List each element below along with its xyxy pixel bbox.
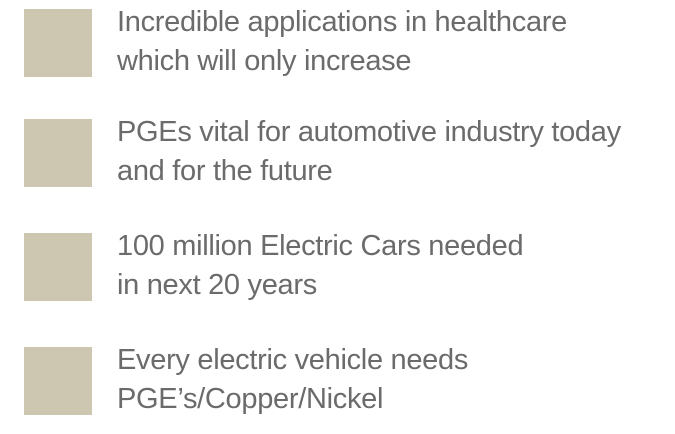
text-line: Every electric vehicle needs bbox=[117, 344, 469, 376]
text-line: PGE’s/Copper/Nickel bbox=[117, 383, 384, 415]
bullet-text: Every electric vehicle needs PGE’s/Copper… bbox=[117, 341, 468, 419]
bullet-text: 100 million Electric Cars needed in next … bbox=[117, 227, 524, 305]
bullet-item: PGEs vital for automotive industry today… bbox=[0, 113, 675, 213]
bullet-text: PGEs vital for automotive industry today… bbox=[117, 113, 621, 191]
text-line: 100 million Electric Cars needed bbox=[117, 230, 524, 262]
bullet-item: Every electric vehicle needs PGE’s/Copper… bbox=[0, 341, 675, 434]
bullet-square bbox=[24, 233, 92, 301]
bullet-square bbox=[24, 9, 92, 77]
bullet-square bbox=[24, 347, 92, 415]
bullet-item: Incredible applications in healthcare whi… bbox=[0, 3, 675, 103]
text-line: and for the future bbox=[117, 155, 333, 187]
bullet-text: Incredible applications in healthcare whi… bbox=[117, 3, 567, 81]
text-line: PGEs vital for automotive industry today bbox=[117, 116, 621, 148]
text-line: which will only increase bbox=[117, 45, 412, 77]
bullet-square bbox=[24, 119, 92, 187]
text-line: Incredible applications in healthcare bbox=[117, 6, 567, 38]
bullet-item: 100 million Electric Cars needed in next … bbox=[0, 227, 675, 327]
text-line: in next 20 years bbox=[117, 269, 317, 301]
